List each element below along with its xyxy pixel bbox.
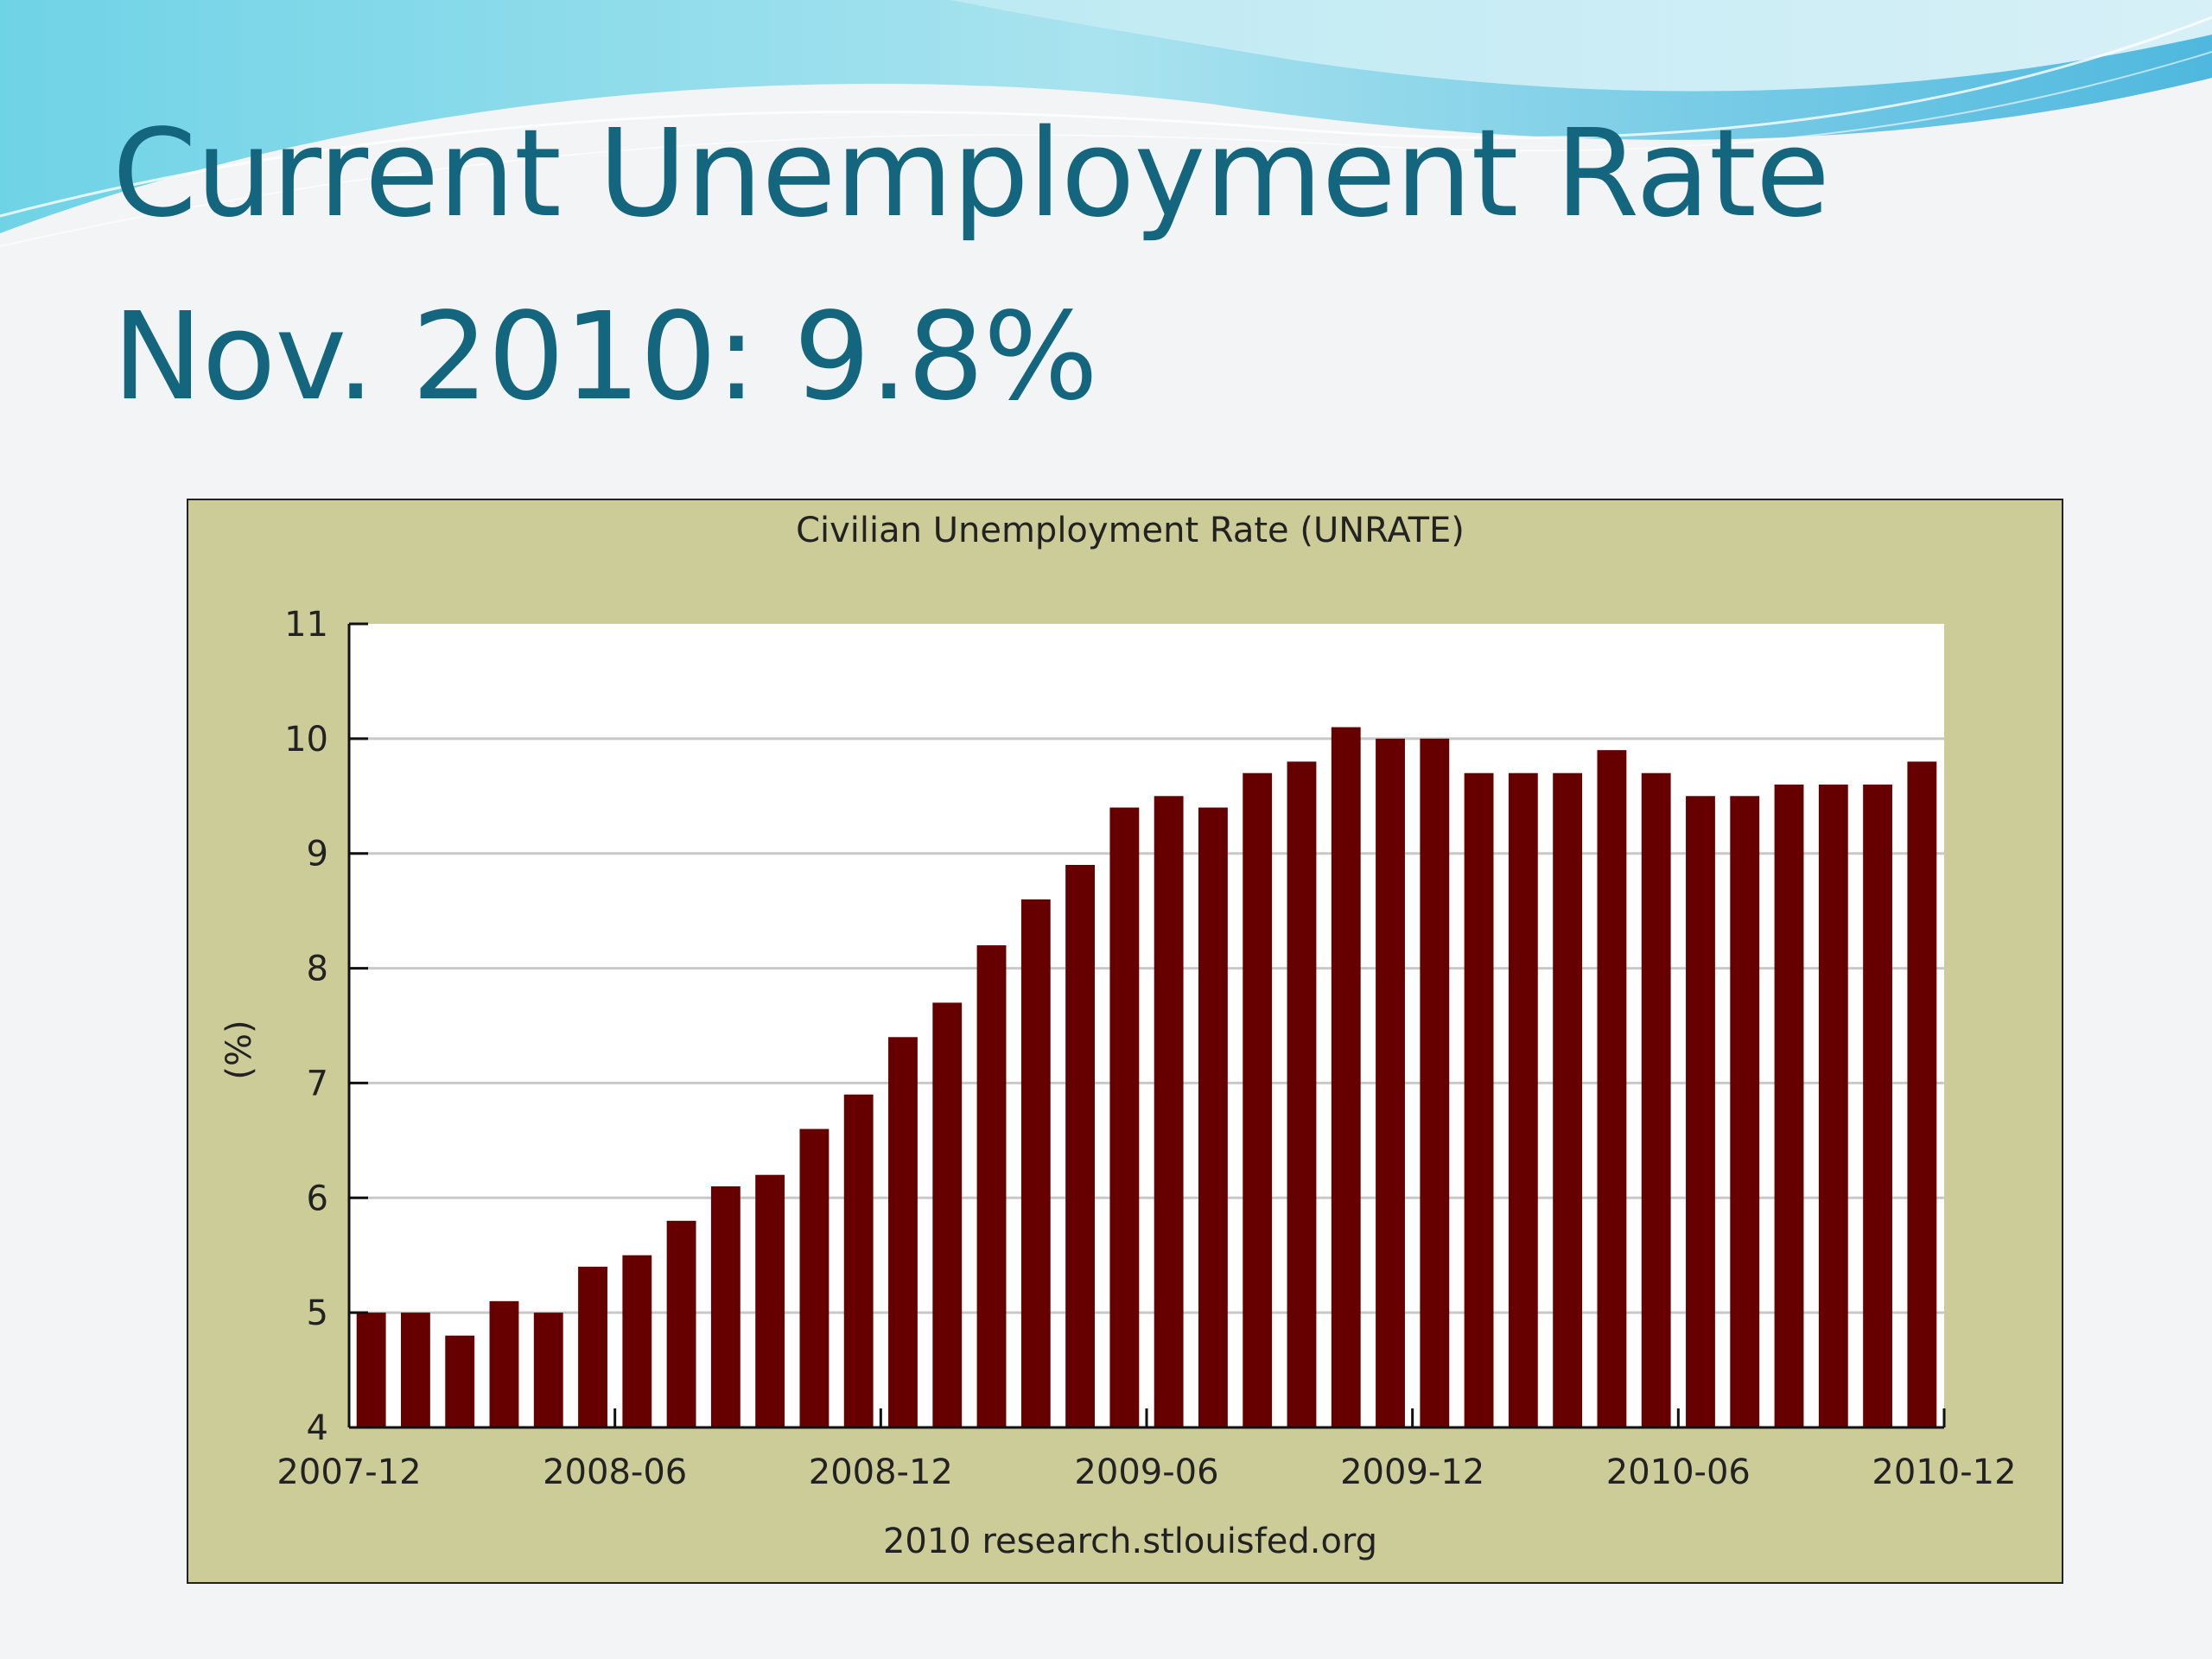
- x-tick-label: 2008-06: [543, 1452, 687, 1492]
- bar: [1641, 772, 1671, 1427]
- bar: [1907, 761, 1937, 1427]
- bar: [1774, 785, 1804, 1427]
- y-tick-label: 9: [307, 835, 328, 874]
- bar: [799, 1128, 830, 1427]
- bar: [1863, 785, 1893, 1427]
- y-tick-label: 7: [307, 1064, 328, 1103]
- bar: [1818, 785, 1848, 1427]
- y-tick-label: 8: [307, 950, 328, 989]
- bar: [1065, 865, 1096, 1427]
- y-tick-label: 10: [284, 720, 328, 760]
- plot-area: [349, 624, 1944, 1427]
- bar: [533, 1313, 563, 1427]
- bar: [666, 1220, 696, 1427]
- bar: [1198, 807, 1228, 1427]
- bar: [356, 1313, 386, 1427]
- y-tick-label: 5: [307, 1294, 328, 1333]
- bar: [1508, 772, 1538, 1427]
- slide-title: Current Unemployment Rate: [112, 104, 1830, 245]
- x-tick-label: 2009-06: [1074, 1452, 1218, 1492]
- bar: [1597, 750, 1627, 1427]
- bars: [356, 727, 1937, 1427]
- slide-subtitle-rate: Nov. 2010: 9.8%: [112, 287, 1098, 428]
- grid-lines: [349, 737, 1944, 1314]
- y-tick-label: 11: [284, 605, 328, 645]
- bar: [755, 1174, 785, 1427]
- x-tick-label: 2008-12: [809, 1452, 953, 1492]
- axes: [347, 622, 1946, 1429]
- bar: [710, 1186, 741, 1427]
- bar: [1331, 727, 1361, 1427]
- bar: [1109, 807, 1140, 1427]
- bar: [400, 1313, 430, 1427]
- bar: [1420, 738, 1450, 1427]
- x-tick-labels: 2007-12 2008-06 2008-12 2009-06 2009-12 2010-…: [276, 1452, 2016, 1492]
- bar: [1553, 772, 1583, 1427]
- unemployment-bar-chart: Civilian Unemployment Rate (UNRATE) 4 5 6 7…: [219, 511, 2017, 1561]
- x-tick-label: 2009-12: [1340, 1452, 1484, 1492]
- bar: [1376, 738, 1405, 1427]
- bar: [1243, 772, 1273, 1427]
- x-tick-label: 2010-06: [1606, 1452, 1751, 1492]
- bar: [976, 945, 1007, 1427]
- bar: [1464, 772, 1494, 1427]
- bar: [843, 1094, 874, 1427]
- bar: [932, 1002, 963, 1427]
- bar: [1686, 796, 1715, 1427]
- y-tick-label: 6: [307, 1179, 328, 1218]
- y-tick-label: 4: [307, 1408, 328, 1448]
- bar: [489, 1300, 519, 1427]
- x-tick-label: 2010-12: [1872, 1452, 2016, 1492]
- bar: [1020, 899, 1051, 1427]
- y-axis-label: (%): [219, 1020, 259, 1079]
- bar: [1287, 761, 1317, 1427]
- chart-frame: Civilian Unemployment Rate (UNRATE) 4 5 6 7…: [187, 499, 2063, 1584]
- chart-title: Civilian Unemployment Rate (UNRATE): [796, 511, 1465, 550]
- x-tick-label: 2007-12: [276, 1452, 421, 1492]
- bar: [445, 1335, 475, 1427]
- chart-footer-source: 2010 research.stlouisfed.org: [883, 1522, 1377, 1561]
- bar: [888, 1037, 918, 1427]
- bar: [622, 1255, 652, 1427]
- bar: [1730, 796, 1760, 1427]
- bar: [578, 1267, 607, 1427]
- y-tick-labels: 4 5 6 7 8 9 10 11: [284, 605, 328, 1448]
- bar: [1154, 796, 1184, 1427]
